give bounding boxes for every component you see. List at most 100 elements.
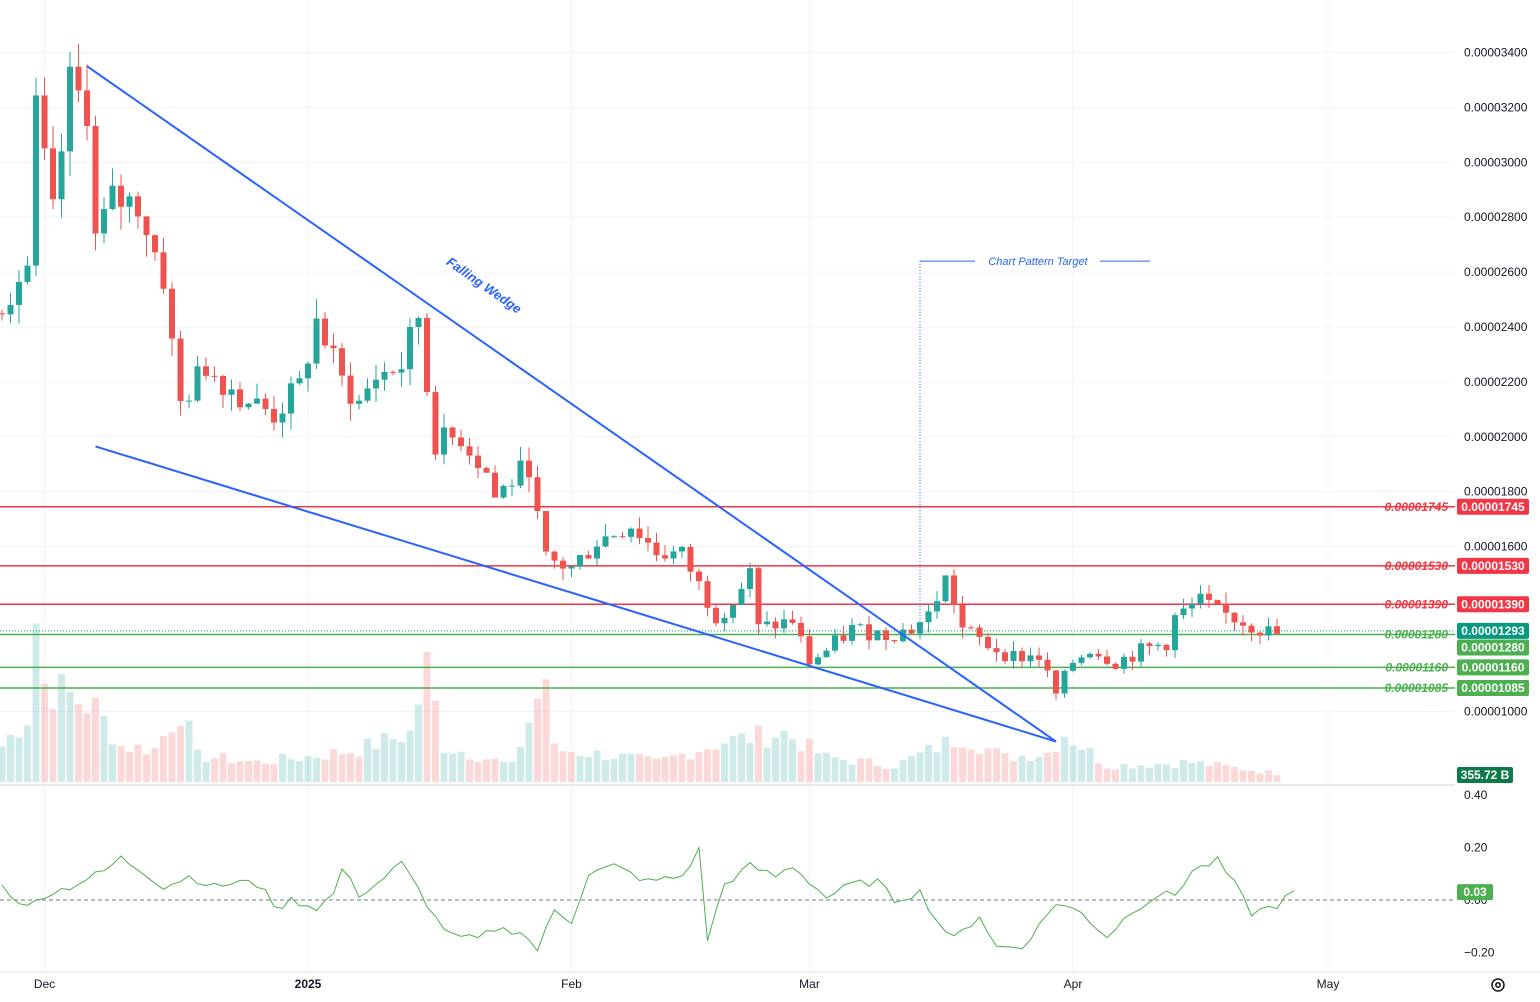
volume-bar	[976, 754, 983, 782]
volume-bar	[602, 760, 609, 782]
volume-bar	[194, 749, 201, 782]
volume-bar	[678, 753, 686, 782]
volume-bar	[823, 752, 830, 782]
candle	[543, 510, 549, 556]
volume-bar	[814, 753, 822, 782]
candle-body	[755, 568, 762, 625]
candle	[1019, 647, 1025, 669]
settings-gear-icon[interactable]	[1491, 978, 1505, 992]
volume-bar	[58, 674, 65, 782]
candle	[169, 282, 175, 357]
candle-body	[951, 575, 957, 605]
candle	[874, 630, 881, 641]
candle	[1138, 639, 1144, 667]
candle	[1206, 585, 1212, 609]
candle	[687, 544, 694, 582]
candle-body	[976, 627, 983, 637]
candlesticks	[0, 43, 1280, 701]
volume-bar	[270, 764, 278, 782]
wedge-upper-line	[86, 65, 1057, 743]
candle-body	[577, 555, 583, 567]
candle	[891, 639, 898, 644]
wedge-trendlines[interactable]	[86, 65, 1057, 743]
candle-body	[1265, 626, 1272, 636]
price-tick-label: 0.00001800	[1464, 485, 1528, 499]
volume-bar	[840, 759, 847, 782]
volume-bar	[126, 751, 133, 782]
candle-body	[543, 511, 549, 552]
candle	[551, 550, 558, 569]
volume-bar	[661, 756, 669, 782]
candle-body	[1112, 663, 1119, 669]
candle	[118, 174, 124, 230]
candle-body	[500, 485, 507, 498]
candle	[33, 77, 39, 277]
candle	[968, 625, 974, 630]
candle-body	[832, 635, 838, 651]
candle-body	[738, 588, 745, 605]
candle	[262, 393, 269, 415]
candle	[101, 197, 107, 244]
candle	[823, 648, 830, 658]
candle-body	[1095, 653, 1102, 657]
candle-body	[313, 318, 320, 364]
candle	[50, 126, 56, 210]
volume-bar	[75, 704, 82, 782]
candle	[203, 357, 209, 381]
candle	[143, 215, 150, 257]
candle	[407, 318, 413, 386]
candle-body	[670, 551, 677, 559]
candle	[747, 562, 753, 598]
time-axis[interactable]: Dec 2025 Feb Mar Apr May	[34, 977, 1340, 991]
candle-body	[1044, 659, 1051, 671]
volume-bar	[66, 692, 74, 782]
volume-bar	[185, 720, 193, 782]
level-labels: 0.00001745 0.00001530 0.00001390 0.00001280…	[1385, 500, 1449, 695]
candle	[24, 256, 31, 285]
candle	[517, 446, 524, 489]
level-badge-bg	[1457, 679, 1529, 696]
candle-body	[356, 400, 362, 404]
candle-body	[143, 216, 150, 236]
candle-body	[24, 265, 31, 282]
candle	[662, 545, 668, 562]
candle	[730, 604, 736, 624]
candle-body	[1231, 612, 1238, 623]
pattern-target-annotation[interactable]: Chart Pattern Target	[919, 256, 1150, 635]
candle	[109, 168, 116, 211]
volume-bar	[891, 768, 898, 782]
volume-bar	[1197, 761, 1204, 782]
volume-bar	[1010, 761, 1017, 782]
candle-body	[849, 625, 855, 641]
volume-bar	[1205, 766, 1213, 782]
candle-body	[186, 400, 192, 402]
candle	[1070, 659, 1076, 673]
level-badge-bg	[1457, 596, 1529, 613]
volume-bar	[899, 759, 907, 782]
volume-bar	[1137, 765, 1145, 782]
candle	[500, 484, 507, 499]
candle	[560, 556, 566, 581]
candle-body	[492, 472, 498, 498]
volume-bar	[1095, 763, 1102, 782]
volume-bar	[882, 768, 890, 782]
candle-body	[1087, 653, 1093, 658]
level-line-label: 0.00001745	[1385, 500, 1449, 514]
candle	[1223, 592, 1229, 624]
volume-bar	[304, 756, 312, 782]
candle-body	[177, 338, 184, 401]
level-badge-text: 0.00001530	[1461, 559, 1525, 573]
volume-bar	[933, 752, 941, 782]
candle	[322, 312, 328, 349]
volume-bar	[534, 698, 541, 782]
candle	[1095, 648, 1102, 660]
oscillator-badge-bg	[1457, 884, 1493, 901]
volume-bar	[1239, 770, 1247, 782]
candle	[985, 632, 991, 651]
candle	[628, 527, 634, 543]
price-axis[interactable]: 0.00003400 0.00003200 0.00003000 0.00002800…	[1464, 45, 1528, 718]
candle	[177, 330, 184, 416]
volume-bar	[134, 744, 142, 782]
level-badge: 0.00001530	[1457, 557, 1529, 574]
